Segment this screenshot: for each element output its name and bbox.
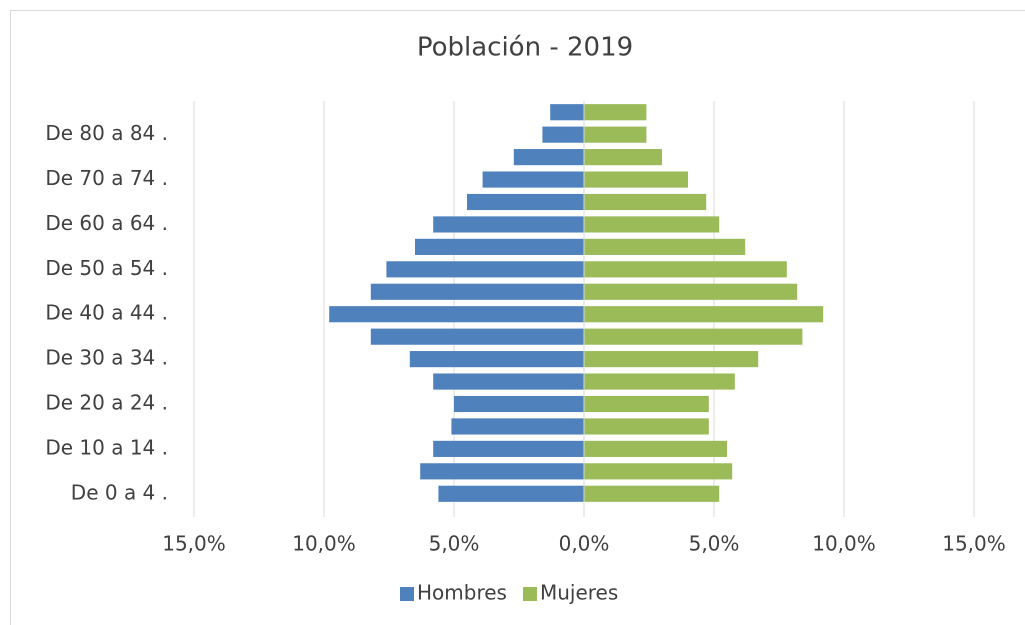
legend-label: Hombres [417, 581, 507, 605]
y-tick-label: De 50 a 54 . [45, 256, 168, 280]
y-tick-label: De 70 a 74 . [45, 166, 168, 190]
bar [584, 149, 662, 166]
bar [584, 216, 720, 233]
bar [454, 395, 584, 413]
bar [513, 149, 584, 166]
bar [467, 193, 584, 211]
bar [438, 485, 584, 502]
y-tick-label: De 40 a 44 . [45, 301, 168, 325]
bar [584, 261, 787, 278]
bar [584, 485, 720, 502]
x-tick-label: 10,0% [812, 532, 876, 556]
bar [482, 171, 584, 188]
bar [420, 463, 584, 480]
bar [329, 306, 584, 323]
bar [584, 104, 647, 121]
y-tick-label: De 0 a 4 . [71, 480, 168, 504]
y-tick-label: De 80 a 84 . [45, 121, 168, 145]
bar [409, 351, 584, 368]
bar [451, 418, 584, 435]
bar [584, 395, 709, 413]
bar [433, 373, 584, 390]
bar [584, 328, 803, 345]
bar [584, 306, 824, 323]
legend-swatch [522, 587, 537, 601]
x-tick-label: 5,0% [689, 532, 740, 556]
x-tick-label: 0,0% [559, 532, 610, 556]
legend-swatch [400, 587, 414, 601]
y-tick-label: De 30 a 34 . [45, 346, 168, 370]
y-tick-label: De 20 a 24 . [45, 391, 168, 415]
bar [550, 104, 584, 121]
x-tick-label: 10,0% [292, 532, 356, 556]
bar [415, 238, 584, 255]
y-tick-label: De 10 a 14 . [45, 435, 168, 459]
bar [542, 126, 584, 143]
x-tick-label: 15,0% [942, 532, 1006, 556]
y-tick-label: De 60 a 64 . [45, 211, 168, 235]
bar [584, 193, 707, 211]
x-tick-label: 5,0% [429, 532, 480, 556]
bar [584, 463, 733, 480]
bar [584, 440, 727, 457]
bar [584, 351, 759, 368]
bar [584, 171, 688, 188]
bar [386, 261, 584, 278]
bar [433, 440, 584, 457]
bar [584, 126, 647, 143]
bar [584, 283, 798, 300]
bar [584, 373, 735, 390]
bar [433, 216, 584, 233]
bar [584, 238, 746, 255]
bar [370, 283, 584, 300]
chart-title: Población - 2019 [417, 33, 633, 63]
bar [370, 328, 584, 345]
bar [584, 418, 709, 435]
legend-label: Mujeres [540, 581, 618, 605]
x-tick-label: 15,0% [162, 532, 226, 556]
